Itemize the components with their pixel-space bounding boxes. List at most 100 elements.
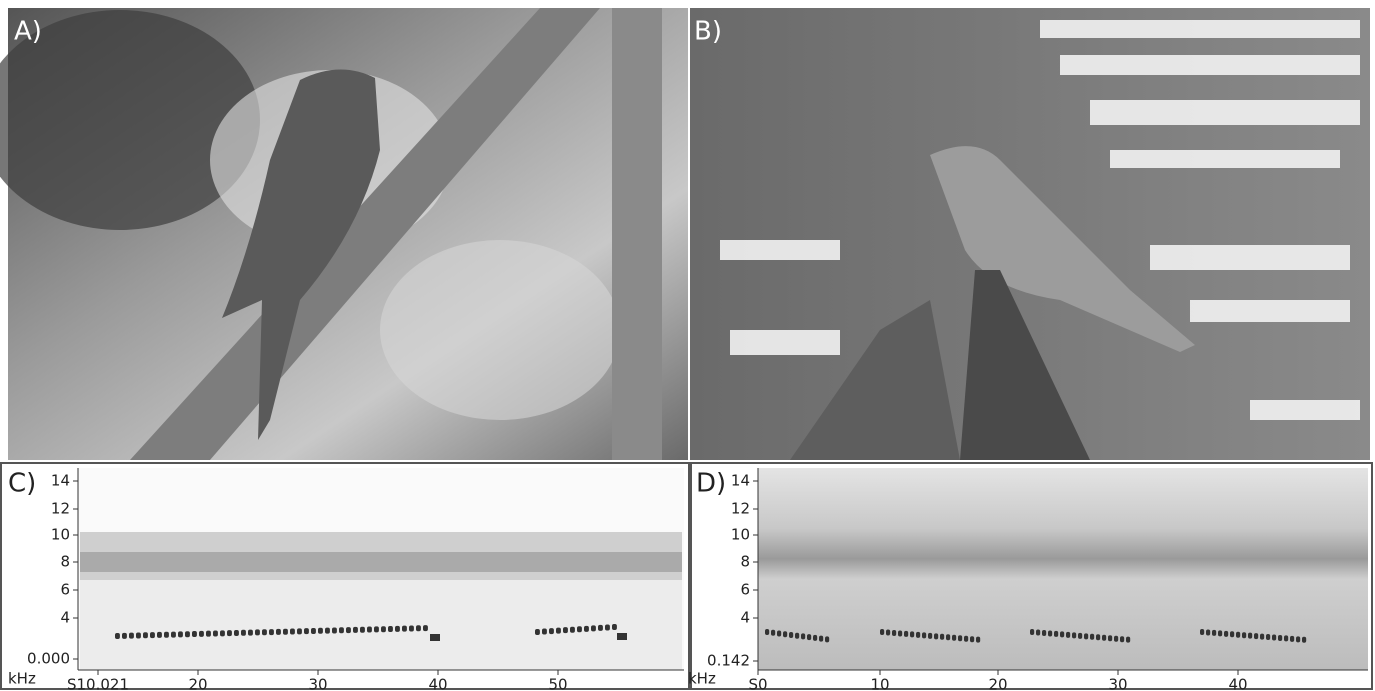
syllable (1260, 633, 1265, 640)
spectrogram-d (758, 468, 1368, 670)
syllable (1206, 629, 1211, 636)
syllable (825, 636, 830, 643)
syllable (206, 630, 211, 637)
syllable (1236, 631, 1241, 638)
syllable (570, 626, 575, 633)
syllable (1224, 630, 1229, 637)
syllable (819, 635, 824, 642)
syllable (807, 634, 812, 641)
syllable (1036, 629, 1041, 636)
x-tick-label: 10 (870, 676, 889, 691)
syllable (1230, 631, 1235, 638)
syllable (192, 631, 197, 638)
syllable (234, 629, 239, 636)
syllable (122, 632, 127, 639)
syllable (304, 628, 309, 635)
syllable (934, 633, 939, 640)
syllable (290, 628, 295, 635)
syllable (360, 626, 365, 633)
syllable (556, 627, 561, 634)
y-tick-label: 14 (731, 472, 750, 490)
syllable (388, 626, 393, 633)
y-tick-label: 6 (740, 581, 750, 599)
syllable (1090, 633, 1095, 640)
syllable (813, 634, 818, 641)
syllable (164, 631, 169, 638)
syllable (402, 625, 407, 632)
syllable (916, 631, 921, 638)
syllable (577, 626, 582, 633)
syllable (765, 629, 770, 635)
syllable (185, 631, 190, 638)
syllable (395, 625, 400, 632)
syllable (535, 629, 540, 635)
syllable (241, 629, 246, 636)
syllable (563, 627, 568, 634)
x-tick-label: 40 (428, 676, 447, 691)
syllable (276, 628, 281, 635)
syllable (311, 627, 316, 634)
syllable (946, 634, 951, 641)
syllable (1302, 636, 1307, 643)
y-tick-label: 0.142 (707, 652, 750, 670)
y-tick-label: 14 (51, 472, 70, 490)
syllable (374, 626, 379, 633)
syllable (795, 632, 800, 639)
syllable (143, 632, 148, 639)
x-tick-label: 40 (1228, 676, 1247, 691)
syllable (617, 633, 627, 640)
syllable (1200, 629, 1205, 635)
syllable (904, 630, 909, 637)
syllable (928, 632, 933, 639)
syllable (783, 631, 788, 638)
syllable (171, 631, 176, 638)
syllable (339, 627, 344, 634)
y-tick-label: 10 (51, 526, 70, 544)
syllable (910, 631, 915, 638)
syllable (801, 633, 806, 640)
syllable (1272, 634, 1277, 641)
syllable (353, 626, 358, 633)
syllable (605, 624, 610, 631)
syllable (1248, 632, 1253, 639)
panel-label: D) (696, 469, 726, 499)
syllable (880, 629, 885, 635)
panel-label: A) (14, 17, 42, 47)
syllable (157, 631, 162, 638)
syllable (255, 629, 260, 636)
syllable (115, 633, 120, 639)
syllable (1242, 632, 1247, 639)
syllable (976, 636, 981, 643)
y-tick-label: 12 (51, 500, 70, 518)
y-tick-label: 12 (731, 500, 750, 518)
syllable (898, 630, 903, 637)
syllable (199, 630, 204, 637)
y-tick-label: 4 (60, 609, 70, 627)
y-tick-label: 8 (60, 553, 70, 571)
syllable (178, 631, 183, 638)
syllable (591, 625, 596, 632)
syllable (1120, 636, 1125, 643)
panel-label: C) (8, 469, 36, 499)
syllable (150, 632, 155, 639)
syllable (549, 628, 554, 635)
syllable (892, 629, 897, 636)
x-tick-label: 50 (548, 676, 567, 691)
syllable (1054, 630, 1059, 637)
y-unit: kHz (688, 670, 716, 688)
syllable (1218, 630, 1223, 637)
syllable (220, 630, 225, 637)
syllable (416, 625, 421, 632)
syllable (1072, 632, 1077, 639)
syllable (1114, 635, 1119, 642)
syllable (1096, 634, 1101, 641)
syllable (1266, 634, 1271, 641)
syllable (129, 632, 134, 639)
syllable (777, 630, 782, 637)
x-tick-label: 30 (308, 676, 327, 691)
syllable (958, 635, 963, 642)
syllable (612, 624, 617, 630)
syllable (1084, 633, 1089, 640)
syllable (297, 628, 302, 635)
